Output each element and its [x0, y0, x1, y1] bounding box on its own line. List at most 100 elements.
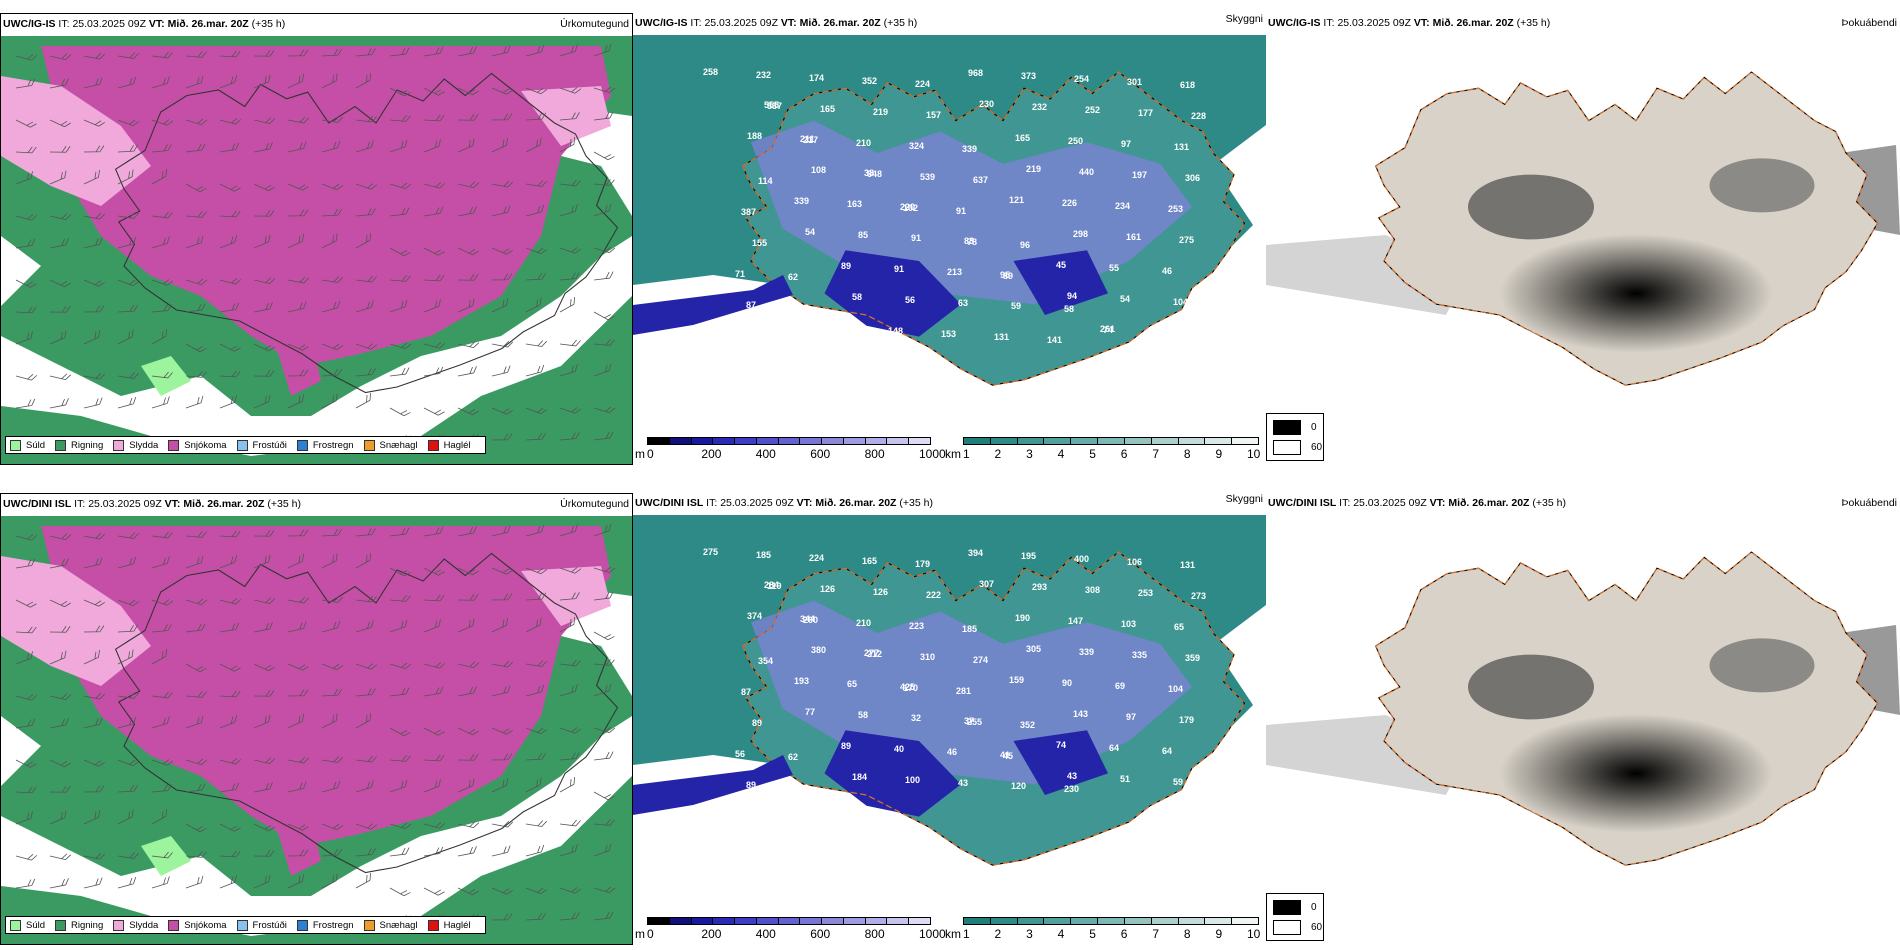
cloud-base-label: 89 — [746, 780, 756, 790]
colorbar-cell — [822, 438, 844, 444]
cloud-base-label: 185 — [756, 550, 771, 560]
legend-swatch — [236, 439, 248, 451]
colorbar-cell — [990, 438, 1018, 444]
cloud-base-label: 104 — [1173, 297, 1188, 307]
cloud-base-label: 261 — [1100, 324, 1115, 334]
cloud-base-label: 618 — [1180, 80, 1195, 90]
init-time: 25.03.2025 09Z — [704, 17, 778, 29]
colorbar-swatches — [647, 917, 931, 925]
cloud-base-label: 230 — [1064, 784, 1079, 794]
legend-label: Slydda — [129, 439, 159, 451]
legend-item: Slydda — [113, 439, 159, 451]
lead-time: (+35 h) — [267, 498, 301, 510]
precip-type-panel-top: UWC/IG-IS IT: 25.03.2025 09Z VT: Mið. 26… — [0, 13, 633, 465]
colorbar-cell — [800, 918, 823, 924]
model-name: UWC/IG-IS — [1268, 17, 1321, 29]
drizzle-area — [141, 836, 191, 876]
cloud-base-label: 64 — [1109, 743, 1119, 753]
cloud-base-label: 220 — [900, 202, 915, 212]
colorbar-cell — [1071, 918, 1099, 924]
colorbar-tick: 6 — [1120, 927, 1128, 941]
sleet-area — [1, 556, 151, 686]
cloud-base-label: 273 — [1191, 591, 1206, 601]
valid-time: Mið. 26.mar. 20Z — [167, 18, 249, 30]
cloud-base-label: 339 — [794, 196, 809, 206]
visibility-colorbar: km 1 2 3 4 5 6 7 8 9 10 — [945, 917, 1263, 941]
cloud-base-label: 223 — [909, 621, 924, 631]
colorbar-tick: 1000 — [919, 447, 946, 461]
sleet-area — [521, 566, 611, 626]
colorbar-cell — [1044, 918, 1072, 924]
cloud-base-label: 97 — [1121, 139, 1131, 149]
colorbar-unit: m — [635, 447, 645, 461]
cloud-base-label: 250 — [1068, 136, 1083, 146]
cloud-base-label: 148 — [888, 326, 903, 336]
colorbar-cell — [800, 438, 823, 444]
cloud-base-label: 58 — [858, 710, 868, 720]
cloud-base-label: 179 — [1179, 715, 1194, 725]
colorbar-tick: 600 — [810, 447, 831, 461]
colorbar-cell — [990, 918, 1018, 924]
cloud-base-label: 165 — [820, 104, 835, 114]
fog-legend-item: 0 — [1273, 420, 1317, 435]
cloud-base-label: 232 — [756, 70, 771, 80]
cloud-base-label: 89 — [841, 741, 851, 751]
cloud-base-label: 104 — [1168, 684, 1183, 694]
precip-type-panel-bottom: UWC/DINI ISL IT: 25.03.2025 09Z VT: Mið.… — [0, 493, 633, 945]
coastline — [114, 552, 619, 874]
fog-legend-swatch — [1273, 420, 1301, 435]
fog-legend-item: 0 — [1273, 900, 1317, 915]
legend-swatch — [427, 439, 439, 451]
init-time: 25.03.2025 09Z — [88, 498, 162, 510]
cloud-base-label: 159 — [1009, 675, 1024, 685]
cloud-base-label: 425 — [900, 682, 915, 692]
cloud-base-label: 344 — [800, 614, 815, 624]
model-name: UWC/DINI ISL — [3, 498, 72, 510]
cloud-base-label: 298 — [1073, 229, 1088, 239]
cloud-base-label: 555 — [764, 100, 779, 110]
cloud-base-label: 62 — [788, 752, 798, 762]
cloud-base-label: 637 — [973, 175, 988, 185]
cloud-base-label: 114 — [758, 176, 773, 186]
cloud-base-label: 126 — [873, 587, 888, 597]
cloud-base-label: 234 — [1115, 201, 1130, 211]
colorbar-tick: 1000 — [919, 927, 946, 941]
colorbar-cell — [778, 918, 801, 924]
cloud-base-label: 352 — [1020, 720, 1035, 730]
colorbar-cell — [964, 918, 991, 924]
precip-map — [1, 516, 632, 944]
colorbar-cell — [756, 918, 779, 924]
colorbar-swatches — [963, 437, 1259, 445]
panel-header: UWC/DINI ISL IT: 25.03.2025 09Z VT: Mið.… — [633, 493, 1266, 513]
colorbar-cell — [735, 438, 757, 444]
cloud-base-label: 91 — [894, 264, 904, 274]
cloud-visibility-panel-top: UWC/IG-IS IT: 25.03.2025 09Z VT: Mið. 26… — [633, 13, 1266, 465]
legend-item: Súld — [10, 919, 45, 931]
panel-title: Þokuábendi — [1841, 497, 1897, 509]
cloud-base-label: 86 — [846, 368, 856, 378]
colorbar-cell — [1098, 918, 1125, 924]
cloud-base-label: 160 — [729, 331, 744, 341]
cloud-base-label: 85 — [858, 230, 868, 240]
cloud-base-label: 179 — [915, 559, 930, 569]
cloud-base-label: 197 — [1132, 170, 1147, 180]
cloud-base-label: 155 — [752, 238, 767, 248]
valid-time: Mið. 26.mar. 20Z — [799, 17, 881, 29]
model-name: UWC/DINI ISL — [1268, 497, 1337, 509]
cloud-base-label: 87 — [746, 300, 756, 310]
cloud-base-label: 51 — [1120, 774, 1130, 784]
cloud-base-label: 253 — [1168, 204, 1183, 214]
colorbar-tick: 200 — [701, 927, 722, 941]
colorbar-cell — [778, 438, 801, 444]
colorbar-tick: 7 — [1152, 927, 1160, 941]
cloud-base-label: 95 — [1000, 270, 1010, 280]
colorbar-cell — [1178, 438, 1206, 444]
legend-item: Frostúði — [236, 919, 287, 931]
colorbar-cell — [887, 918, 910, 924]
cloud-base-label: 177 — [1138, 108, 1153, 118]
colorbar-tick: 0 — [647, 447, 654, 461]
cloud-base-label: 59 — [1011, 301, 1021, 311]
cloud-base-label: 56 — [1156, 328, 1166, 338]
cloud-base-label: 59 — [1173, 777, 1183, 787]
cloud-base-label: 200 — [803, 615, 818, 625]
